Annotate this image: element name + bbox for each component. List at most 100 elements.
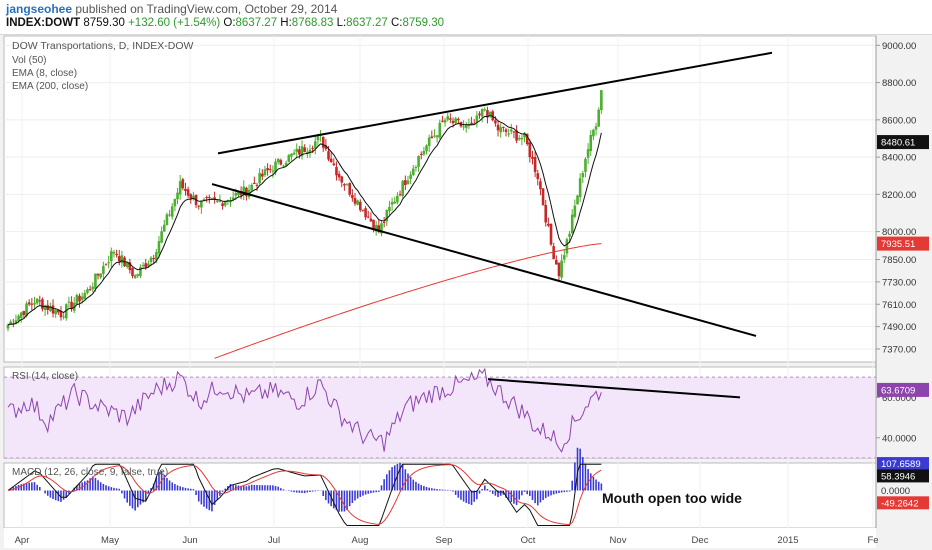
candle-body <box>382 221 386 223</box>
candle-body <box>544 204 548 223</box>
macd-value-tag <box>877 457 929 471</box>
candle-body <box>406 180 410 184</box>
candle-body <box>435 135 439 138</box>
candle-body <box>374 225 378 232</box>
candle-body <box>512 131 516 133</box>
candle-body <box>184 188 187 192</box>
low-label: L: <box>336 17 347 29</box>
candle-body <box>419 153 423 155</box>
candle-body <box>38 300 42 302</box>
macd-value-tag <box>877 469 929 483</box>
low-value: 8637.27 <box>346 17 388 29</box>
time-tick-label: Nov <box>610 535 627 546</box>
chart-canvas[interactable]: 9000.00 8800.00 8600.00 8400.00 8200.00 8000.… <box>0 34 932 550</box>
price-tick-label: 7370.00 <box>882 344 916 355</box>
time-tick-label: Jun <box>182 535 197 546</box>
indicator-legend: Vol (50) <box>12 55 46 66</box>
candle-body <box>597 109 601 127</box>
rsi-tick-label: 60.0000 <box>882 393 916 404</box>
macd-title: MACD (12, 26, close, 9, false, true) <box>12 467 168 478</box>
candle-body <box>231 197 235 200</box>
candle-body <box>170 206 174 217</box>
rsi-trendline <box>487 378 741 399</box>
candle-body <box>480 109 484 117</box>
candle-body <box>398 194 402 196</box>
candle-body <box>253 182 256 185</box>
candle-body <box>361 209 365 211</box>
candle-body <box>62 316 65 318</box>
author-link[interactable]: jangseohee <box>6 2 73 16</box>
candle-body <box>560 260 563 278</box>
candle-body <box>245 187 248 197</box>
candle-body <box>396 195 399 203</box>
macd-value-tag-text: 58.3946 <box>881 471 915 482</box>
candle-body <box>192 195 195 199</box>
candle-body <box>30 303 34 305</box>
time-tick-label: Sep <box>436 535 453 546</box>
rsi-title: RSI (14, close) <box>12 371 78 382</box>
open-value: 8637.27 <box>235 17 278 29</box>
candle-body <box>417 155 420 167</box>
candle-body <box>348 183 352 195</box>
publish-header: jangseohee published on TradingView.com,… <box>0 0 932 35</box>
candle-body <box>268 169 272 171</box>
rsi-band <box>5 377 875 458</box>
candle-body <box>555 259 558 265</box>
last-price-tag-text: 8480.61 <box>881 138 915 149</box>
candle-body <box>517 138 521 140</box>
candle-body <box>541 188 545 206</box>
price-chart-title: DOW Transportations, D, INDEX-DOW <box>12 40 194 52</box>
price-tick-label: 8800.00 <box>882 78 916 89</box>
candle-body <box>131 268 134 276</box>
candle-body <box>441 120 444 122</box>
candle-body <box>274 161 277 173</box>
candle-body <box>523 132 526 138</box>
candle-body <box>457 118 460 121</box>
candle-body <box>67 301 71 303</box>
candle-body <box>576 195 579 205</box>
price-tick-label: 8400.00 <box>882 153 916 164</box>
rsi-line <box>7 367 602 453</box>
time-tick-label: 2015 <box>777 535 798 546</box>
candle-body <box>202 199 206 201</box>
candle-body <box>141 265 145 267</box>
price-tick-label: 7610.00 <box>882 300 916 311</box>
candle-body <box>547 223 550 226</box>
candle-body <box>213 197 216 200</box>
candle-body <box>112 251 116 254</box>
time-tick-label: Aug <box>352 535 369 546</box>
high-label: H: <box>280 17 292 29</box>
macd-panel <box>3 462 877 529</box>
rsi-value-tag <box>877 382 929 397</box>
candle-body <box>22 310 26 315</box>
candle-body <box>107 262 110 264</box>
candle-body <box>168 214 171 216</box>
candle-body <box>80 296 84 300</box>
candle-body <box>178 181 182 195</box>
candle-body <box>234 193 238 196</box>
candle-body <box>311 147 314 149</box>
candle-body <box>157 241 161 254</box>
candle-body <box>197 205 201 207</box>
candle-body <box>600 90 603 111</box>
candle-body <box>133 275 137 278</box>
candle-body <box>176 192 179 200</box>
candle-body <box>218 201 222 203</box>
candle-body <box>78 295 81 302</box>
candle-body <box>306 151 309 154</box>
time-axis <box>4 528 876 548</box>
candle-body <box>496 124 500 131</box>
macd-value-tag-text: 0.0000 <box>881 486 910 497</box>
candle-body <box>351 195 354 199</box>
candle-body <box>414 167 418 169</box>
candle-body <box>364 208 367 218</box>
candle-body <box>181 179 185 189</box>
candle-body <box>17 315 20 321</box>
candle-body <box>377 225 381 233</box>
candle-body <box>266 168 269 171</box>
price-panel <box>3 35 877 363</box>
candle-body <box>27 302 31 305</box>
macd-line <box>7 463 602 526</box>
candle-body <box>64 304 68 319</box>
symbol-label: INDEX:DOWT <box>6 17 81 29</box>
